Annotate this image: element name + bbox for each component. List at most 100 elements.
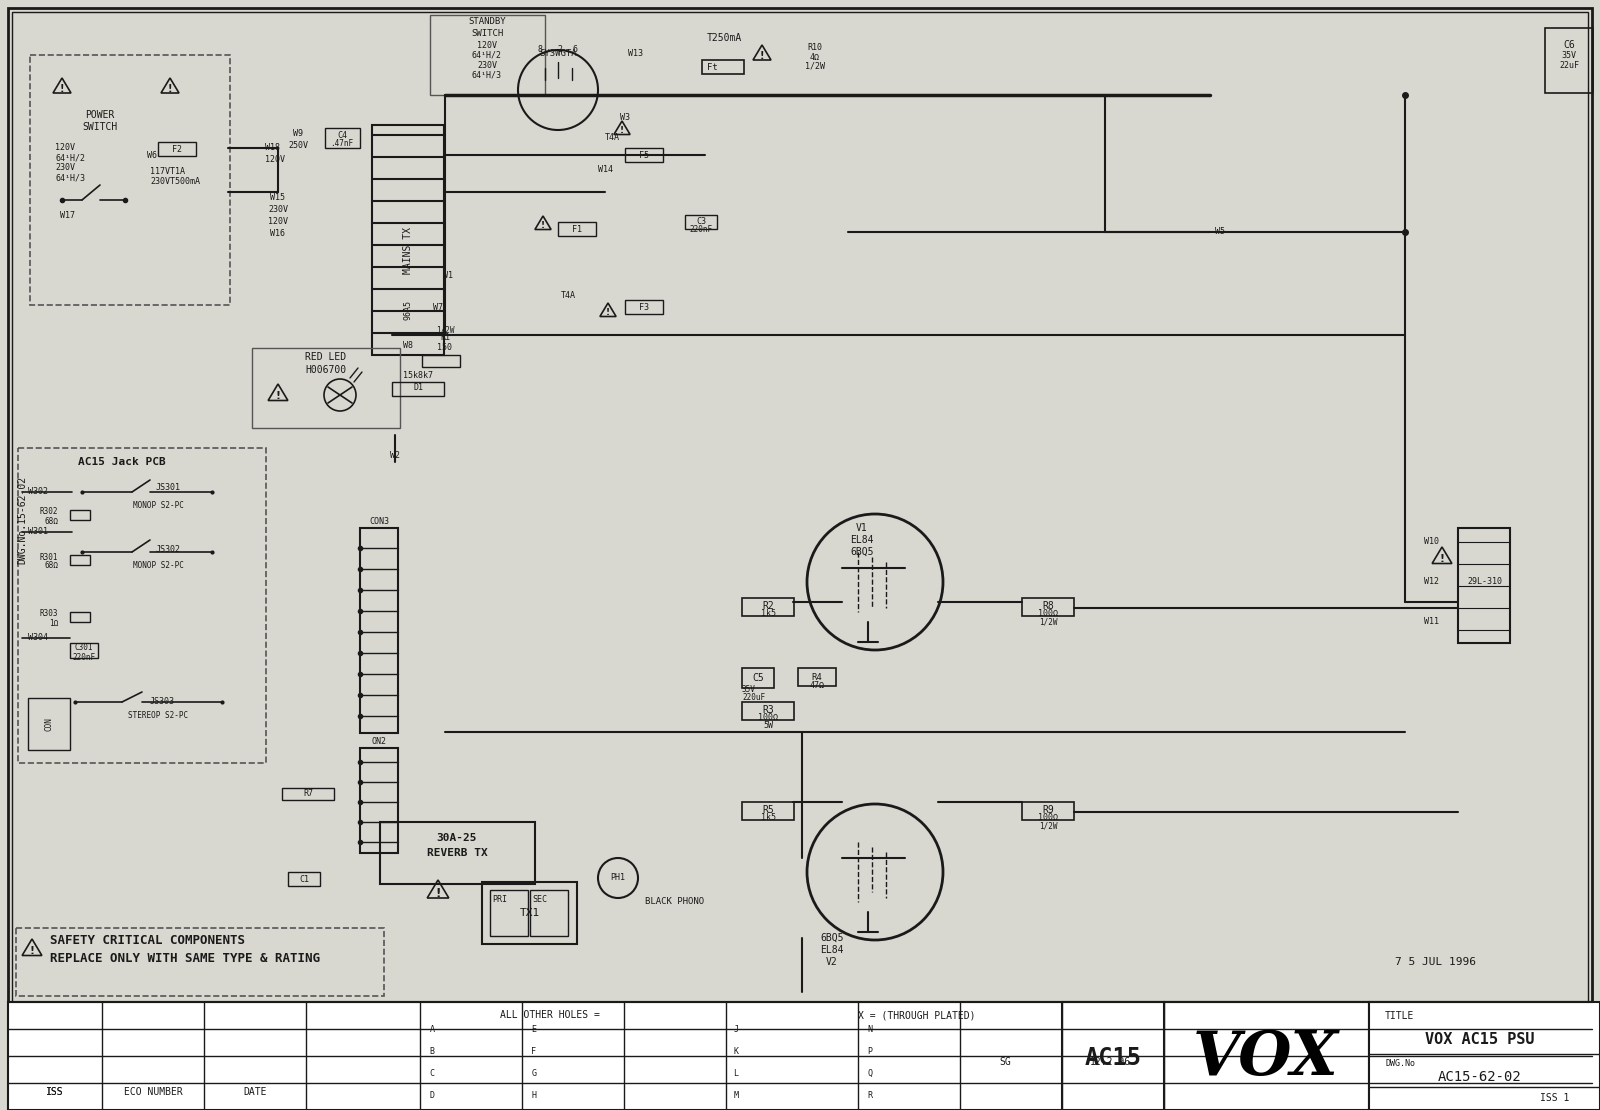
Text: !: ! [59,84,64,94]
Text: 64¹H/3: 64¹H/3 [472,71,502,80]
Bar [360,528,398,733]
Text: !: ! [435,887,440,900]
Text: MONOP S2-PC: MONOP S2-PC [133,501,184,509]
Bar [30,56,230,305]
Text: 4Ω: 4Ω [810,52,819,61]
Text: 6BQ5: 6BQ5 [821,934,843,944]
Bar [1062,1002,1165,1110]
Text: M: M [733,1090,739,1100]
Text: 5W: 5W [763,722,773,730]
Text: 12.2.96: 12.2.96 [1090,1057,1131,1067]
Text: R9: R9 [1042,805,1054,815]
Text: R: R [867,1090,872,1100]
Text: JS302: JS302 [155,545,181,555]
Bar [742,702,794,720]
Text: W6: W6 [147,151,157,160]
Text: 100Ω: 100Ω [758,714,778,723]
Text: W304: W304 [29,634,48,643]
Text: W9: W9 [293,129,302,138]
Text: C6: C6 [1563,40,1574,50]
Text: W3: W3 [621,113,630,122]
Bar [742,668,774,688]
Text: T4A: T4A [605,133,619,142]
Text: 230V: 230V [54,163,75,172]
Text: 100Ω: 100Ω [1038,609,1058,618]
Text: W16: W16 [270,230,285,239]
Text: 1k5: 1k5 [760,609,776,618]
Text: !: ! [760,51,765,61]
Text: 100Ω: 100Ω [1038,814,1058,823]
Text: 35V: 35V [1562,51,1576,61]
Text: R303: R303 [40,609,58,618]
Text: P: P [867,1047,872,1056]
Text: PH1: PH1 [611,874,626,882]
Text: JS303: JS303 [149,697,174,706]
Bar [558,222,595,236]
Text: R2: R2 [762,601,774,610]
Text: SAFETY CRITICAL COMPONENTS: SAFETY CRITICAL COMPONENTS [50,934,245,947]
Text: 120V: 120V [477,40,498,50]
Bar [1458,528,1510,643]
Bar [253,349,400,428]
Text: H: H [531,1090,536,1100]
Bar [1370,1002,1600,1110]
Text: Ft: Ft [707,62,718,71]
Text: W8: W8 [403,341,413,350]
Text: 1/2W: 1/2W [1038,821,1058,830]
Text: D1: D1 [413,383,422,393]
Text: C: C [429,1069,435,1078]
Text: W2: W2 [390,451,400,460]
Text: K: K [733,1047,739,1056]
Text: 29L-310: 29L-310 [1467,577,1502,586]
Bar [490,890,528,936]
Bar [798,668,835,686]
Text: 2: 2 [557,46,563,54]
Text: RED LED: RED LED [306,352,347,362]
Text: C5: C5 [752,673,763,683]
Text: 220nF: 220nF [72,653,96,662]
Text: 96A5: 96A5 [403,300,413,320]
Text: SG: SG [998,1057,1011,1067]
Text: PRI: PRI [493,896,507,905]
Text: R1: R1 [440,333,450,343]
Text: JS301: JS301 [155,484,181,493]
Text: TITLE: TITLE [1386,1011,1414,1021]
Text: !: ! [606,309,610,317]
Text: AC15: AC15 [1085,1046,1141,1070]
Text: 230VT500mA: 230VT500mA [150,178,200,186]
Text: VOX: VOX [1194,1028,1339,1088]
Text: W10: W10 [1424,537,1440,546]
Bar [70,612,90,622]
Bar [1022,803,1074,820]
Text: 230V: 230V [477,61,498,70]
Text: ISS: ISS [46,1087,64,1097]
Text: G: G [531,1069,536,1078]
Text: C4: C4 [338,131,347,140]
Text: ON2: ON2 [371,737,387,747]
Text: DWG.No: DWG.No [1386,1060,1414,1069]
Text: 250V: 250V [288,141,307,150]
Bar [685,215,717,229]
Text: 220uF: 220uF [742,694,765,703]
Text: 7 5 JUL 1996: 7 5 JUL 1996 [1395,957,1475,967]
Text: W15: W15 [270,193,285,202]
Text: CON: CON [45,717,53,731]
Text: AC15 Jack PCB: AC15 Jack PCB [78,457,166,467]
Text: .47nF: .47nF [331,140,354,149]
Text: W5: W5 [1214,228,1226,236]
Text: W11: W11 [1424,617,1440,626]
Text: 1/2W: 1/2W [1038,617,1058,626]
Text: W1: W1 [443,271,453,280]
Text: F1: F1 [573,224,582,233]
Text: A: A [429,1025,435,1033]
Bar [1546,28,1594,93]
Text: R301: R301 [40,553,58,562]
Text: 68Ω: 68Ω [45,516,58,525]
Text: ECO NUMBER: ECO NUMBER [123,1087,182,1097]
Text: Q: Q [867,1069,872,1078]
Text: W301: W301 [29,527,48,536]
Text: ISS 1: ISS 1 [1541,1093,1570,1103]
Text: SY3WGTA: SY3WGTA [539,49,578,58]
Bar [742,598,794,616]
Text: 120V: 120V [266,155,285,164]
